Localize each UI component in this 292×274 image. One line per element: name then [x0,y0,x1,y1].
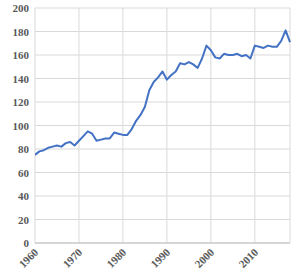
x-grid-line [210,8,211,243]
data-line [35,30,290,155]
x-grid-line [122,8,123,243]
y-tick-label: 100 [13,120,30,132]
x-tick-label: 1980 [104,246,128,270]
y-tick-label: 60 [18,167,30,179]
x-axis-line [35,243,290,244]
y-grid-line [35,8,290,9]
x-tick-label: 2000 [192,246,216,270]
plot-right-edge [290,8,291,243]
x-grid-line [35,8,36,243]
y-tick-label: 120 [13,96,30,108]
y-grid-line [35,196,290,197]
x-grid-line [78,8,79,243]
x-tick-label: 1990 [148,246,172,270]
y-tick-label: 160 [13,49,30,61]
y-grid-line [35,219,290,220]
y-grid-line [35,125,290,126]
x-grid-line [254,8,255,243]
x-tick-label: 2010 [236,246,260,270]
y-grid-line [35,102,290,103]
x-grid-line [166,8,167,243]
y-grid-line [35,172,290,173]
y-grid-line [35,243,290,244]
y-tick-label: 40 [18,190,30,202]
y-grid-line [35,149,290,150]
y-grid-line [35,31,290,32]
chart: 0 20 40 60 80 100 120 140 160 180 200 1960 1970 1980 1… [0,0,292,274]
y-tick-label: 140 [13,73,30,85]
plot-area [35,30,290,155]
x-tick-label: 1970 [60,246,84,270]
y-tick-label: 0 [24,237,30,249]
x-tick-label: 1960 [16,246,40,270]
y-tick-label: 200 [13,2,30,14]
y-tick-label: 20 [18,214,30,226]
y-tick-label: 180 [13,26,30,38]
y-grid-line [35,78,290,79]
y-tick-label: 80 [18,143,30,155]
